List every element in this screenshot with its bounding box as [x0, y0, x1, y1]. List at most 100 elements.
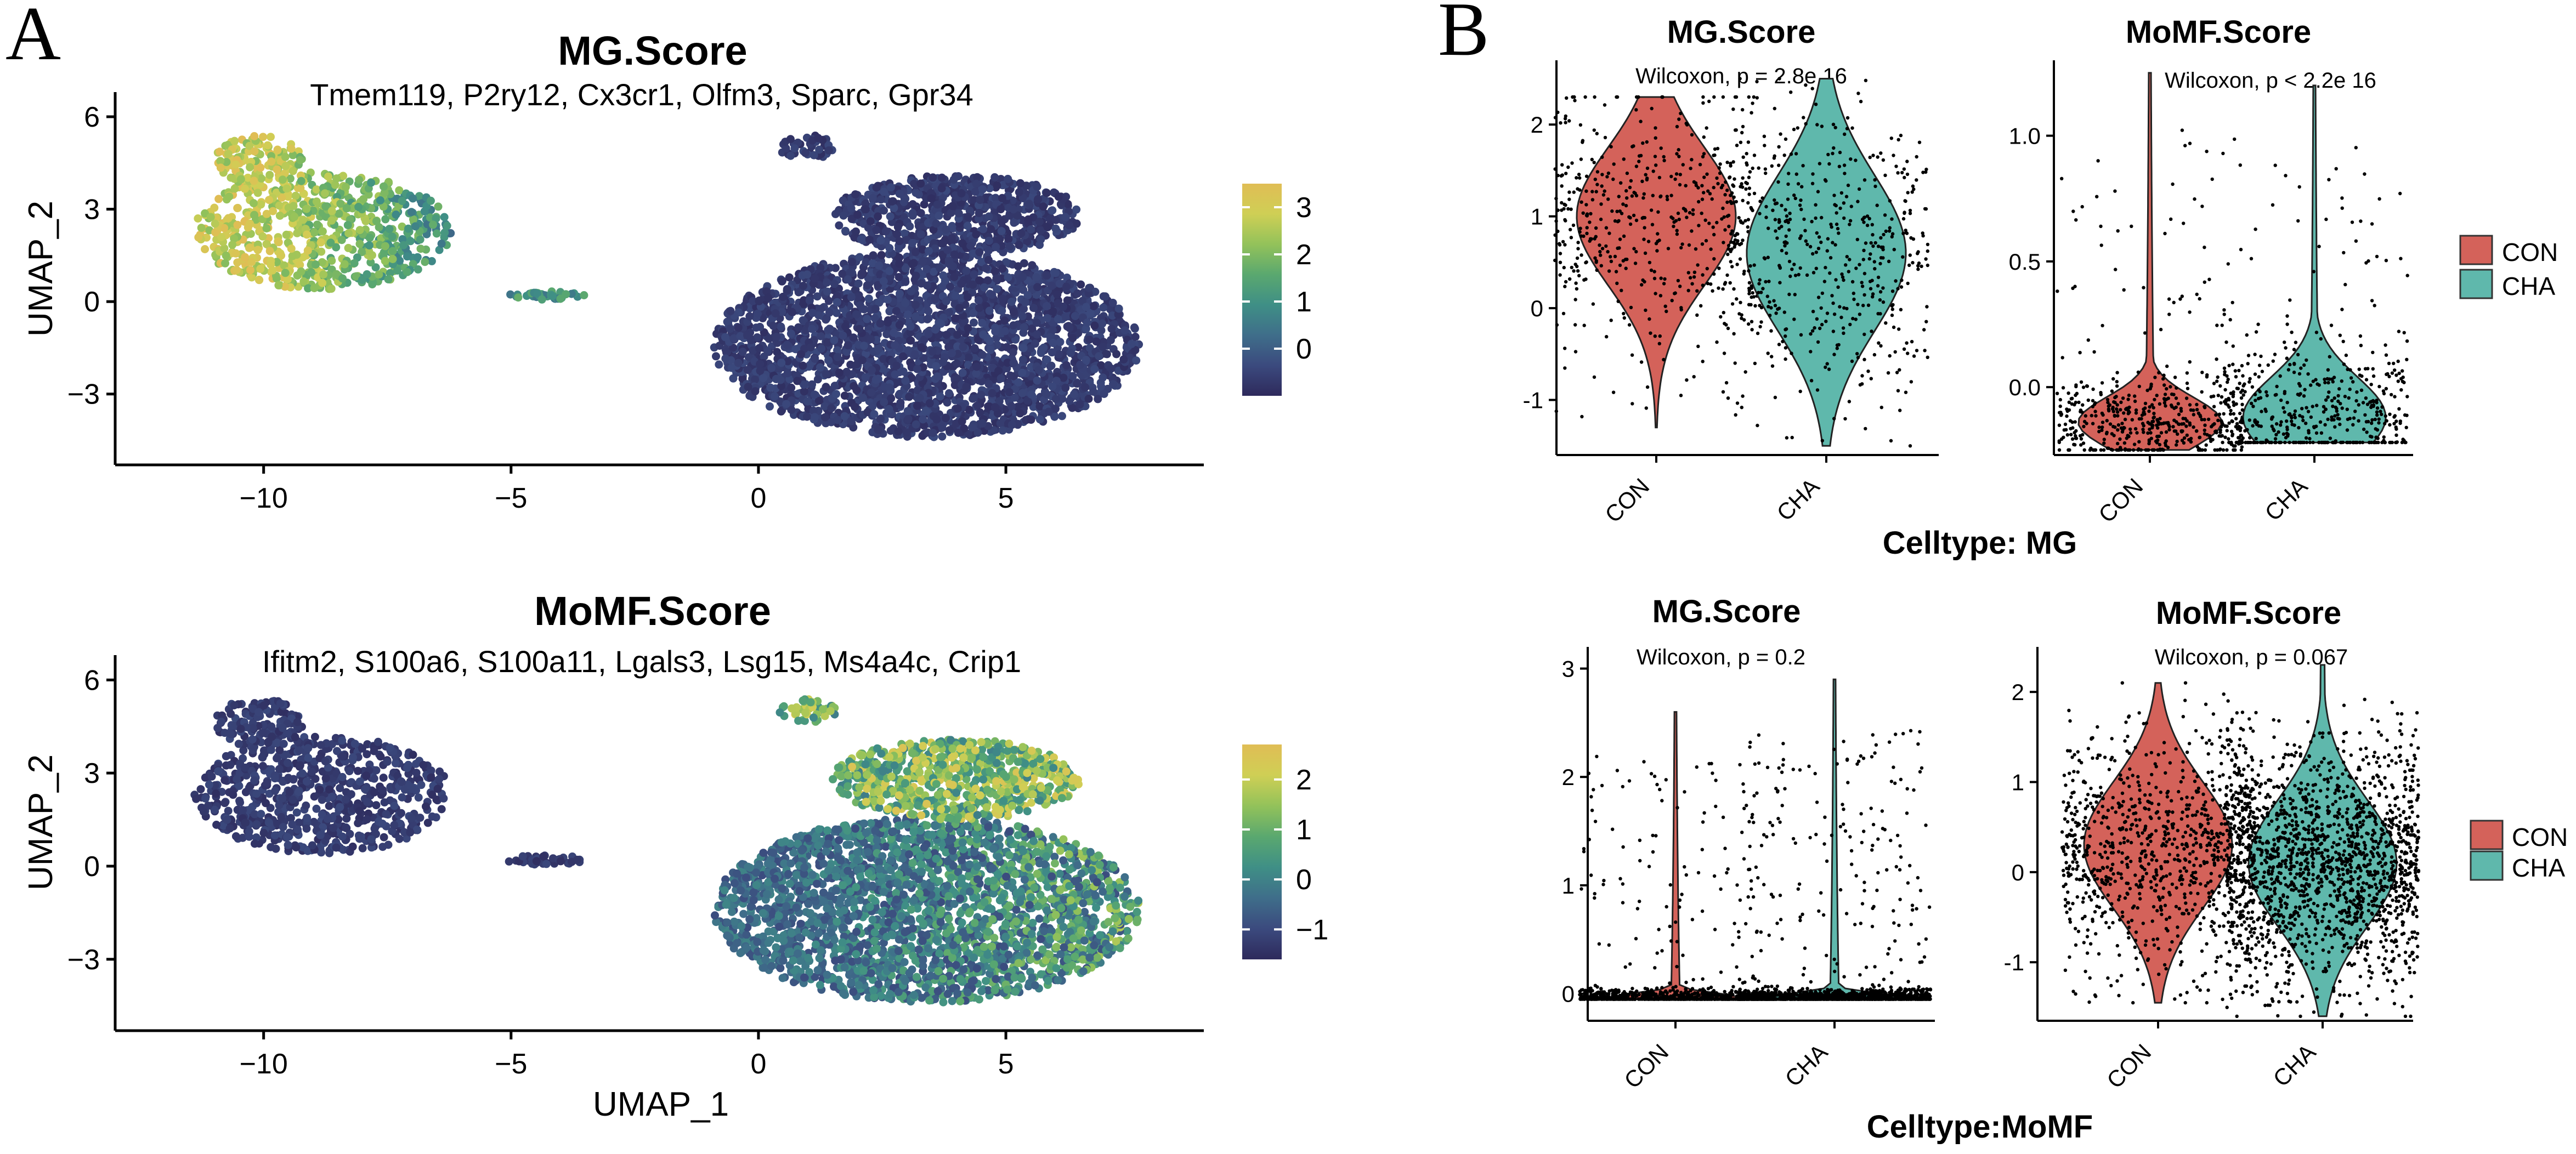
umap-cell-point [257, 810, 265, 818]
umap-cell-point [1016, 409, 1024, 418]
umap-cell-point [435, 767, 444, 776]
umap-cell-point [263, 778, 271, 787]
umap-cell-point [327, 207, 336, 215]
umap-cell-point [361, 217, 370, 225]
umap-cell-point [246, 163, 254, 172]
colorbar-gradient [1242, 184, 1282, 396]
umap-cell-point [318, 227, 326, 236]
umap-cell-point [435, 775, 444, 783]
umap-cell-point [270, 831, 279, 840]
umap-cell-point [224, 214, 233, 223]
umap-cell-point [726, 306, 735, 315]
umap-cell-point [365, 234, 374, 242]
umap-cell-point [1097, 382, 1106, 391]
umap-cell-point [924, 329, 933, 338]
umap-cell-point [1032, 273, 1041, 282]
umap-cell-point [970, 270, 978, 278]
umap-cell-point [824, 146, 833, 155]
umap-cell-point [904, 414, 913, 423]
umap-cell-point [256, 163, 265, 172]
umap-cell-point [771, 309, 780, 318]
umap-cell-point [298, 769, 307, 778]
umap-cell-point [876, 236, 885, 245]
umap-cell-point [833, 353, 842, 361]
umap-cell-point [297, 177, 305, 185]
umap-cell-point [880, 398, 888, 407]
umap-cell-point [876, 195, 885, 204]
umap-cell-point [432, 795, 441, 804]
umap-cell-point [281, 152, 290, 161]
umap-cell-point [941, 276, 949, 285]
umap-cell-point [825, 308, 834, 317]
umap-cell-point [232, 265, 241, 274]
umap-cell-point [797, 350, 805, 359]
umap-cell-point [998, 294, 1007, 303]
umap-cell-point [393, 266, 401, 275]
umap-cell-point [251, 839, 259, 848]
umap-cell-point [1005, 242, 1014, 251]
umap-cell-point [284, 774, 293, 782]
umap-cell-point [823, 278, 831, 287]
umap-cell-point [222, 752, 230, 760]
umap-cell-point [906, 336, 915, 345]
umap-cell-point [978, 419, 987, 428]
umap-cell-point [1053, 290, 1062, 299]
umap-cell-point [975, 209, 983, 218]
umap-cell-point [923, 315, 932, 323]
umap-cell-point [1061, 213, 1069, 221]
umap-cell-point [847, 293, 856, 302]
umap-cell-point [1018, 355, 1027, 364]
umap-cell-point [1016, 179, 1024, 187]
umap-cell-point [794, 323, 803, 332]
umap-cell-point [196, 785, 205, 794]
umap-cell-point [823, 287, 831, 296]
umap-cell-point [270, 774, 279, 783]
umap-cell-point [225, 192, 234, 201]
umap-cell-point [355, 226, 364, 235]
umap-cell-point [884, 295, 892, 304]
umap-cell-point [194, 233, 203, 242]
umap-cell-point [805, 296, 814, 305]
umap-cell-point [319, 270, 328, 279]
umap-cell-point [970, 344, 979, 353]
umap-cell-point [362, 771, 371, 780]
umap-cell-point [1054, 315, 1062, 323]
umap-cell-point [409, 751, 417, 759]
umap-cell-point [399, 241, 408, 249]
umap-cell-point [859, 342, 868, 350]
umap-cell-point [815, 145, 824, 154]
umap-cell-point [229, 791, 237, 799]
umap-cell-point [288, 820, 297, 829]
umap-cell-point [1071, 312, 1079, 320]
umap-cell-point [347, 790, 355, 799]
umap-cell-point [929, 429, 937, 437]
umap-cell-point [1075, 400, 1084, 409]
umap-cell-point [241, 185, 249, 193]
panel-label-a: A [5, 0, 61, 76]
umap-cell-point [993, 181, 1001, 190]
umap-cell-point [443, 221, 451, 230]
umap-cell-point [799, 361, 807, 370]
umap-cell-point [295, 788, 303, 797]
umap-cell-point [354, 831, 363, 840]
umap-cell-point [1099, 303, 1108, 312]
umap-cell-point [1009, 205, 1018, 214]
umap-cell-point [736, 332, 745, 340]
umap-cell-point [1055, 350, 1063, 359]
umap-cell-point [980, 283, 988, 292]
umap-cell-point [1034, 366, 1043, 374]
umap-cell-point [945, 389, 953, 397]
umap-cell-point [839, 211, 848, 220]
umap-cell-point [302, 204, 311, 213]
umap-cell-point [984, 236, 993, 245]
umap-cell-point [1090, 321, 1099, 330]
umap-cell-point [851, 402, 859, 411]
umap-cell-point [201, 245, 210, 253]
umap-cell-point [929, 173, 937, 182]
umap-cell-point [755, 344, 763, 353]
umap-cell-point [580, 291, 588, 299]
umap-cell-point [955, 304, 964, 312]
umap-cell-point [361, 785, 369, 793]
umap-cell-point [938, 239, 947, 248]
